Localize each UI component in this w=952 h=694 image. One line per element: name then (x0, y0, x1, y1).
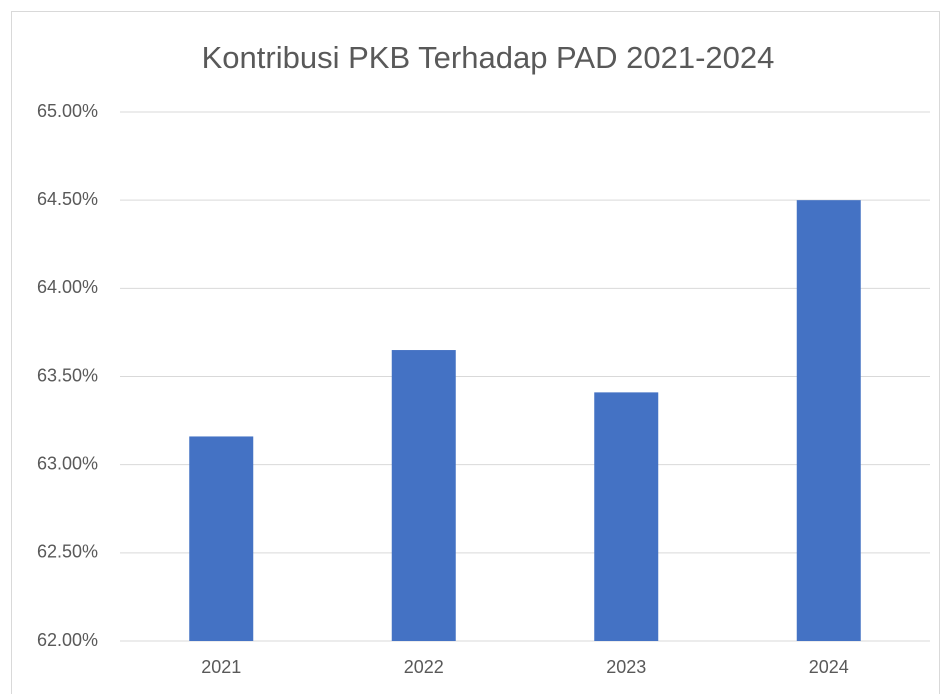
chart-title: Kontribusi PKB Terhadap PAD 2021-2024 (202, 40, 775, 75)
bar (594, 392, 659, 641)
x-tick-label: 2024 (809, 657, 849, 677)
chart-border (11, 11, 940, 694)
y-tick-label: 64.50% (37, 189, 98, 209)
y-tick-label: 63.00% (37, 453, 98, 473)
y-tick-label: 62.50% (37, 542, 98, 562)
x-tick-label: 2021 (201, 657, 241, 677)
y-tick-label: 65.00% (37, 101, 98, 121)
bar (796, 200, 861, 641)
bar (189, 436, 254, 641)
y-tick-label: 63.50% (37, 365, 98, 385)
x-tick-label: 2022 (404, 657, 444, 677)
y-tick-label: 64.00% (37, 277, 98, 297)
y-tick-label: 62.00% (37, 630, 98, 650)
x-tick-label: 2023 (606, 657, 646, 677)
bar (391, 350, 456, 641)
